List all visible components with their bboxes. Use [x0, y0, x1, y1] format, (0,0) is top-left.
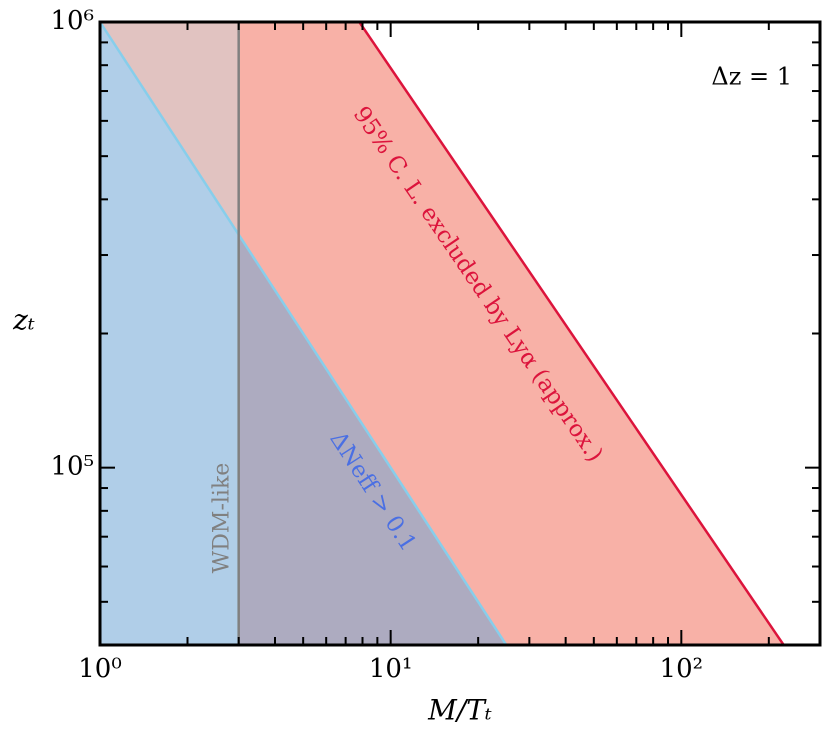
- series-line: [98, 21, 508, 646]
- series-line: [358, 21, 785, 646]
- x-tick-label: 10⁰: [78, 654, 122, 684]
- y-tick-label: 10⁶: [50, 6, 94, 36]
- series-label: WDM-like: [210, 463, 235, 574]
- y-tick-label: 10⁵: [50, 452, 94, 482]
- x-tick-label: 10²: [660, 654, 704, 684]
- x-axis-label: M/Tₜ: [427, 694, 492, 727]
- x-tick-label: 10¹: [369, 654, 413, 684]
- annotation: Δz = 1: [711, 63, 792, 91]
- y-axis-label: zₜ: [12, 304, 35, 337]
